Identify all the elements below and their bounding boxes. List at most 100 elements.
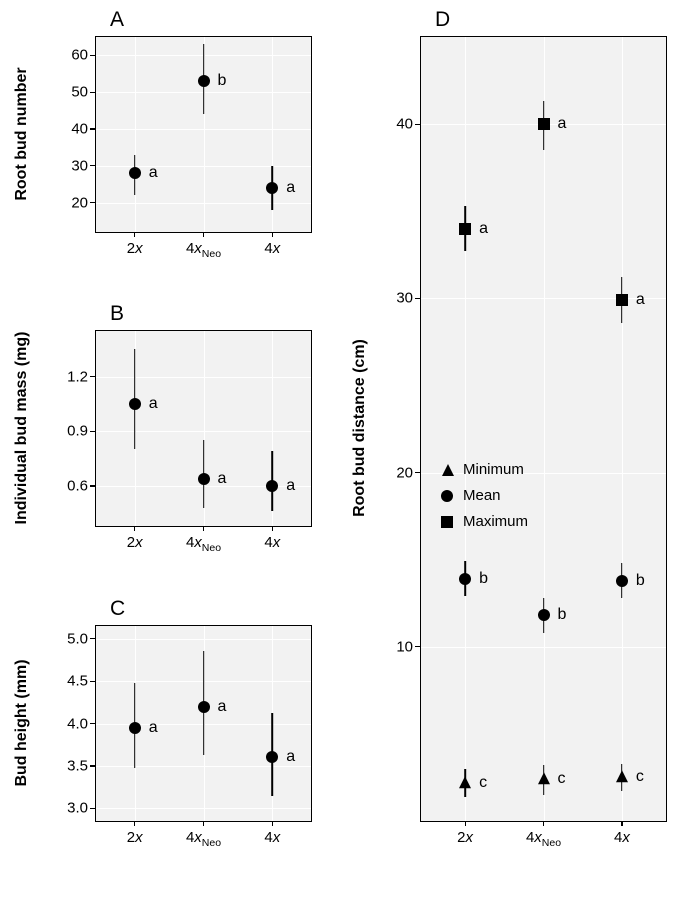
sig-letter: a bbox=[636, 291, 645, 309]
xtick-label: 4xNeo bbox=[186, 240, 221, 260]
xtick-label: 4xNeo bbox=[186, 534, 221, 554]
xtick-label: 4xNeo bbox=[526, 829, 561, 849]
legend-item: Minimum bbox=[441, 461, 524, 478]
legend-item: Maximum bbox=[441, 513, 528, 530]
ylabel-A: Root bud number bbox=[13, 67, 31, 200]
ylabel-D: Root bud distance (cm) bbox=[351, 339, 369, 517]
plot-area-C: 3.03.54.04.55.02x4xNeo4xaaa bbox=[95, 625, 312, 822]
xtick bbox=[203, 821, 204, 826]
sig-letter: b bbox=[636, 572, 645, 590]
legend-marker-icon bbox=[441, 489, 455, 503]
xtick bbox=[134, 821, 135, 826]
legend-label: Mean bbox=[463, 487, 501, 504]
sig-letter: a bbox=[558, 115, 567, 133]
sig-letter: b bbox=[479, 570, 488, 588]
plot-area-B: 0.60.91.22x4xNeo4xaaa bbox=[95, 330, 312, 527]
gridline-v bbox=[465, 37, 466, 821]
ytick bbox=[90, 128, 95, 129]
legend-label: Minimum bbox=[463, 461, 524, 478]
xtick-label: 4x bbox=[264, 534, 280, 551]
gridline-v bbox=[622, 37, 623, 821]
ytick-label: 40 bbox=[396, 116, 413, 133]
legend-marker-icon bbox=[441, 463, 455, 477]
ytick bbox=[90, 376, 95, 377]
ytick bbox=[415, 646, 420, 647]
xtick bbox=[203, 526, 204, 531]
ytick bbox=[90, 765, 95, 766]
xtick bbox=[543, 821, 544, 826]
sig-letter: a bbox=[218, 470, 227, 488]
sig-letter: a bbox=[286, 477, 295, 495]
xtick-label: 4x bbox=[264, 240, 280, 257]
ytick bbox=[90, 431, 95, 432]
ytick bbox=[90, 485, 95, 486]
sig-letter: c bbox=[479, 774, 487, 792]
ytick bbox=[90, 723, 95, 724]
sig-letter: a bbox=[149, 395, 158, 413]
ylabel-B: Individual bud mass (mg) bbox=[13, 332, 31, 525]
xtick bbox=[272, 232, 273, 237]
ytick-label: 30 bbox=[71, 157, 88, 174]
ytick-label: 4.0 bbox=[67, 715, 88, 732]
gridline-v bbox=[135, 37, 136, 232]
xtick bbox=[134, 232, 135, 237]
ytick bbox=[90, 165, 95, 166]
figure: A Root bud number 20 30 40 50 60 2x 4xNeo 4x a b a… bbox=[0, 0, 680, 904]
xtick-label: 2x bbox=[127, 829, 143, 846]
sig-letter: a bbox=[149, 719, 158, 737]
ytick-label: 30 bbox=[396, 290, 413, 307]
xtick bbox=[134, 526, 135, 531]
ytick-label: 1.2 bbox=[67, 368, 88, 385]
ytick-label: 20 bbox=[396, 464, 413, 481]
ytick bbox=[415, 472, 420, 473]
panel-tag-B: B bbox=[110, 302, 124, 326]
sig-letter: b bbox=[218, 72, 227, 90]
panel-tag-D: D bbox=[435, 8, 450, 32]
ytick bbox=[90, 808, 95, 809]
ytick-label: 3.5 bbox=[67, 757, 88, 774]
plot-area-A: 20304050602x4xNeo4xaba bbox=[95, 36, 312, 233]
ytick-label: 10 bbox=[396, 638, 413, 655]
ytick-label: 0.9 bbox=[67, 423, 88, 440]
xtick-label: 4x bbox=[264, 829, 280, 846]
sig-letter: a bbox=[218, 698, 227, 716]
gridline-v bbox=[544, 37, 545, 821]
ytick bbox=[90, 638, 95, 639]
sig-letter: a bbox=[286, 748, 295, 766]
ytick-label: 40 bbox=[71, 120, 88, 137]
ytick-label: 4.5 bbox=[67, 673, 88, 690]
sig-letter: b bbox=[558, 606, 567, 624]
xtick-label: 2x bbox=[457, 829, 473, 846]
xtick bbox=[203, 232, 204, 237]
ytick bbox=[415, 124, 420, 125]
ytick-label: 20 bbox=[71, 194, 88, 211]
panel-tag-A: A bbox=[110, 8, 124, 32]
ylabel-C: Bud height (mm) bbox=[13, 659, 31, 786]
ytick-label: 0.6 bbox=[67, 477, 88, 494]
xtick bbox=[465, 821, 466, 826]
sig-letter: c bbox=[558, 770, 566, 788]
xtick-label: 4x bbox=[614, 829, 630, 846]
ytick-label: 3.0 bbox=[67, 800, 88, 817]
legend-label: Maximum bbox=[463, 513, 528, 530]
panel-tag-C: C bbox=[110, 597, 125, 621]
ytick-label: 5.0 bbox=[67, 630, 88, 647]
ytick-label: 60 bbox=[71, 47, 88, 64]
legend-marker-icon bbox=[441, 515, 455, 529]
legend-item: Mean bbox=[441, 487, 501, 504]
ytick bbox=[90, 681, 95, 682]
xtick-label: 2x bbox=[127, 240, 143, 257]
xtick-label: 2x bbox=[127, 534, 143, 551]
ytick bbox=[90, 55, 95, 56]
xtick bbox=[272, 821, 273, 826]
xtick bbox=[272, 526, 273, 531]
ytick bbox=[90, 202, 95, 203]
plot-area-D: 102030402x4xNeo4xaaabbbcccMinimumMeanMax… bbox=[420, 36, 667, 822]
sig-letter: a bbox=[479, 220, 488, 238]
sig-letter: a bbox=[149, 164, 158, 182]
ytick bbox=[90, 92, 95, 93]
xtick bbox=[621, 821, 622, 826]
sig-letter: c bbox=[636, 768, 644, 786]
ytick-label: 50 bbox=[71, 84, 88, 101]
ytick bbox=[415, 298, 420, 299]
